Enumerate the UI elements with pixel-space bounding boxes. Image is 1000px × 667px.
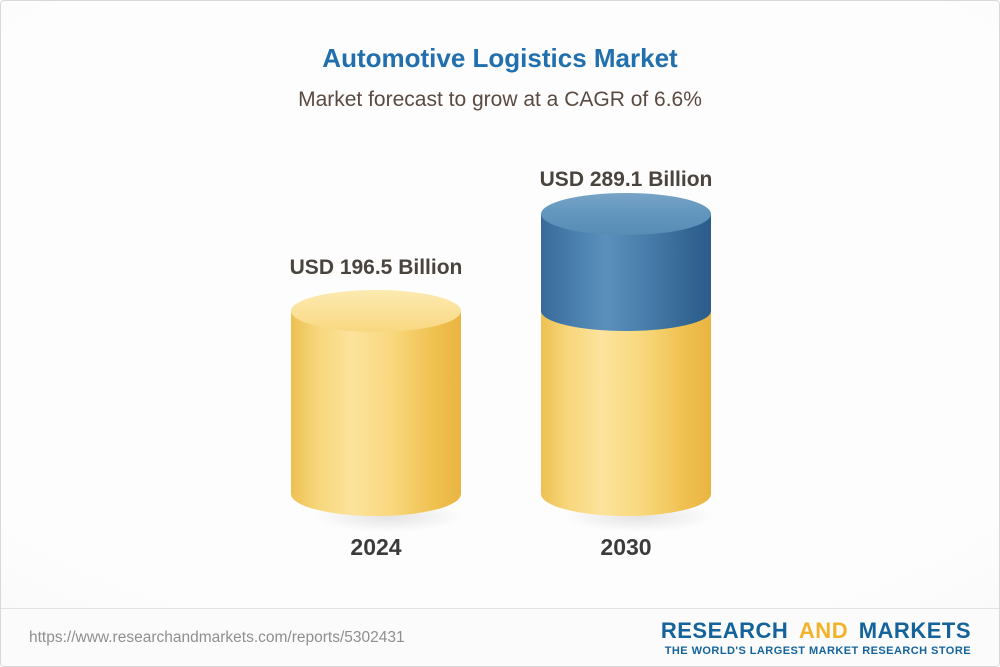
logo-tagline: THE WORLD'S LARGEST MARKET RESEARCH STOR… [664, 644, 971, 657]
report-url[interactable]: https://www.researchandmarkets.com/repor… [29, 628, 405, 646]
bar-2024-top-ellipse [291, 290, 461, 332]
chart-subtitle: Market forecast to grow at a CAGR of 6.6… [298, 88, 702, 111]
chart-title: Automotive Logistics Market [322, 43, 678, 73]
logo-wordmark: RESEARCH AND MARKETS [661, 618, 971, 643]
logo-word-and: AND [798, 617, 849, 643]
logo-word-research: RESEARCH [660, 617, 789, 643]
logo-word-markets: MARKETS [858, 617, 971, 643]
value-label-2024: USD 196.5 Billion [289, 256, 463, 279]
value-label-2030: USD 289.1 Billion [539, 168, 713, 191]
researchandmarkets-logo: RESEARCH AND MARKETS THE WORLD'S LARGEST… [661, 618, 971, 658]
bar-2024 [291, 290, 461, 516]
bar-2030-base-segment [541, 311, 711, 516]
bar-2030-growth-segment [541, 193, 711, 331]
axis-label-2030: 2030 [600, 534, 652, 560]
axis-label-2024: 2024 [350, 534, 402, 560]
footer: https://www.researchandmarkets.com/repor… [1, 608, 999, 666]
bar-2030-top-ellipse [541, 193, 711, 236]
